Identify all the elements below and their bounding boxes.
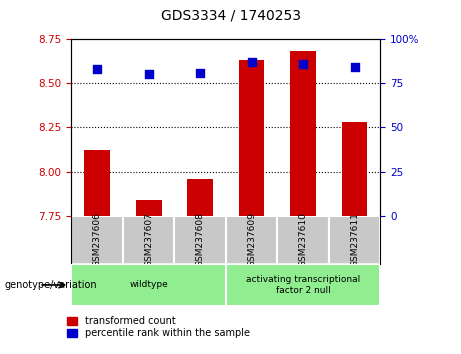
Bar <box>71 216 123 264</box>
Bar <box>278 216 329 264</box>
Point <box>300 61 307 67</box>
Bar <box>329 216 380 264</box>
Point <box>196 70 204 75</box>
Text: GSM237609: GSM237609 <box>247 212 256 267</box>
Bar <box>123 216 174 264</box>
Bar <box>342 122 367 216</box>
Text: wildtype: wildtype <box>129 280 168 290</box>
Point <box>145 72 152 77</box>
Bar <box>84 150 110 216</box>
Bar <box>226 264 380 306</box>
Text: GSM237607: GSM237607 <box>144 212 153 267</box>
Bar <box>226 216 278 264</box>
Text: GSM237610: GSM237610 <box>299 212 307 267</box>
Bar <box>239 60 265 216</box>
Text: genotype/variation: genotype/variation <box>5 280 97 290</box>
Point <box>351 64 358 70</box>
Bar <box>187 179 213 216</box>
Text: GDS3334 / 1740253: GDS3334 / 1740253 <box>160 9 301 23</box>
Text: GSM237611: GSM237611 <box>350 212 359 267</box>
Bar <box>290 51 316 216</box>
Legend: transformed count, percentile rank within the sample: transformed count, percentile rank withi… <box>67 316 249 338</box>
Bar <box>136 200 161 216</box>
Point <box>94 66 101 72</box>
Text: activating transcriptional
factor 2 null: activating transcriptional factor 2 null <box>246 275 360 295</box>
Text: GSM237606: GSM237606 <box>93 212 102 267</box>
Point <box>248 59 255 65</box>
Bar <box>174 216 226 264</box>
Text: GSM237608: GSM237608 <box>195 212 205 267</box>
Bar <box>71 264 226 306</box>
